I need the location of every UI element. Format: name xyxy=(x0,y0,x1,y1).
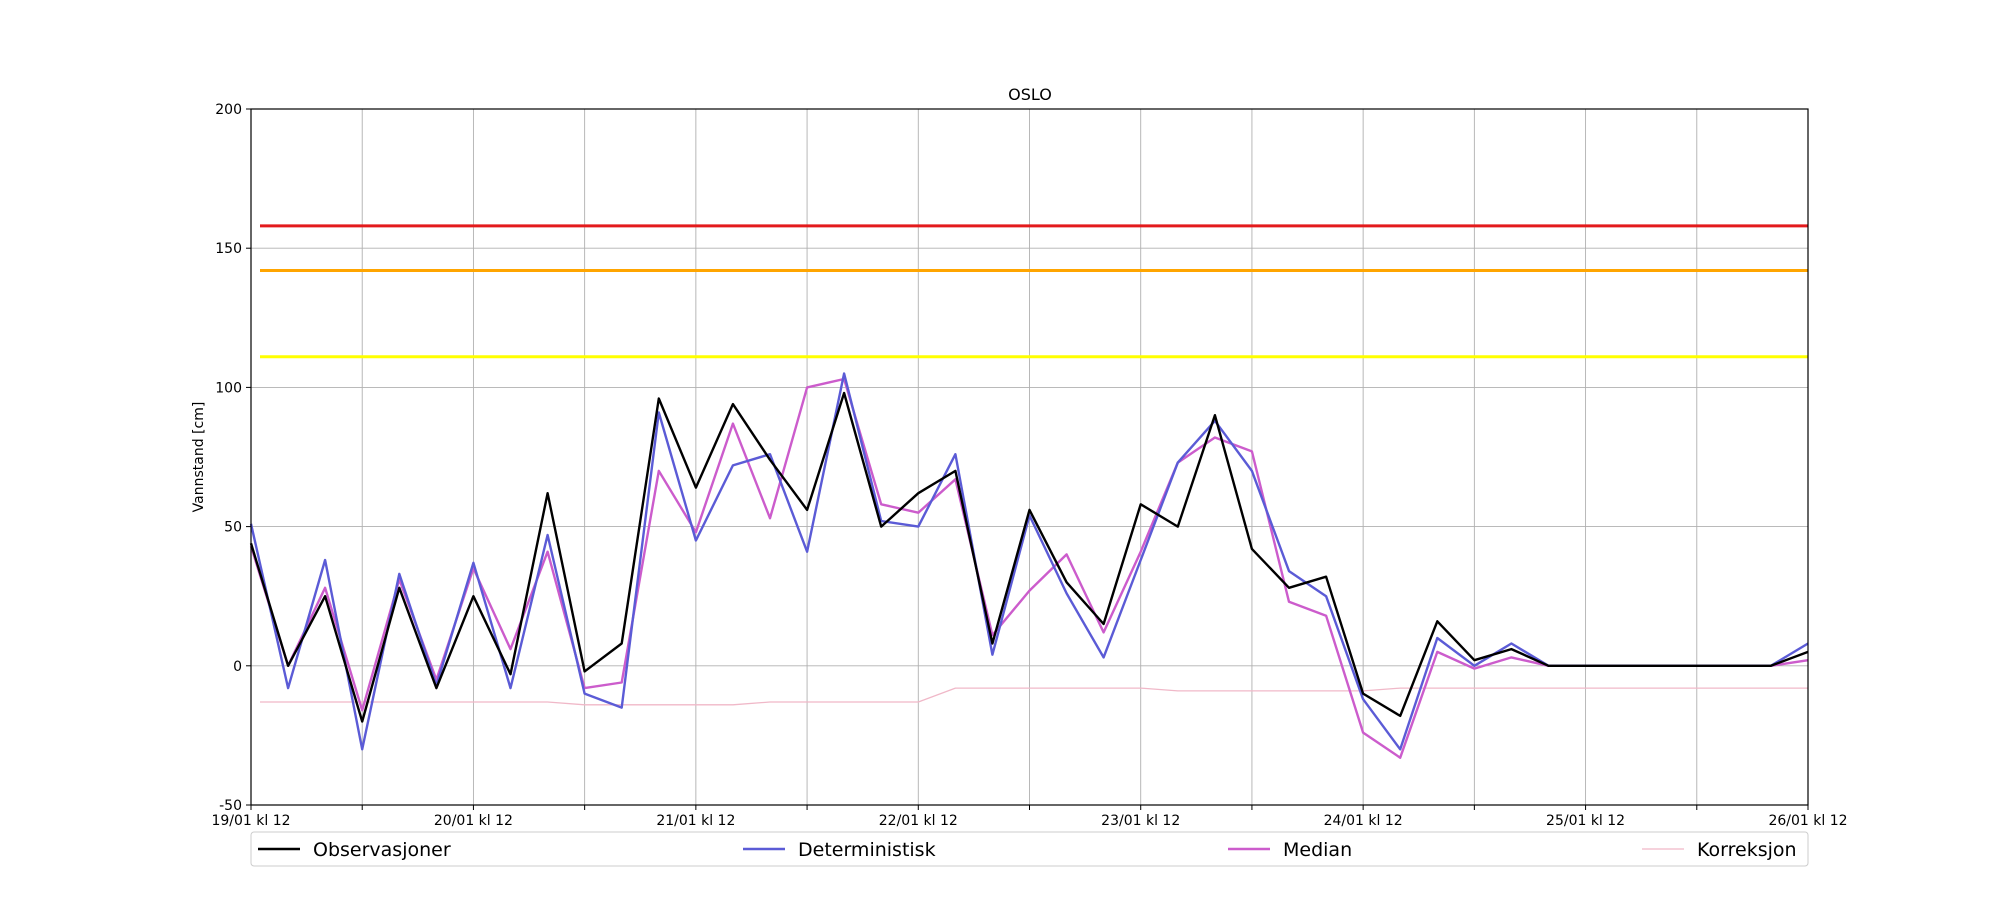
x-tick-label: 23/01 kl 12 xyxy=(1101,813,1180,829)
x-tick-label: 24/01 kl 12 xyxy=(1324,813,1403,829)
series-layer xyxy=(249,372,1809,759)
chart-title: OSLO xyxy=(1008,85,1052,104)
x-tick-label: 19/01 kl 12 xyxy=(211,813,290,829)
legend-frame xyxy=(250,831,1809,867)
y-tick-label: 0 xyxy=(233,659,242,675)
legend-entry: Median xyxy=(1283,839,1352,861)
y-tick-label: 50 xyxy=(224,520,242,536)
y-axis-label: Vannstand [cm] xyxy=(191,402,207,513)
legend-entry: Deterministisk xyxy=(798,839,936,861)
grid-layer xyxy=(251,109,1808,805)
threshold-layer xyxy=(260,224,1808,359)
series-line-korreksjon xyxy=(260,687,1808,706)
tick-layer: 19/01 kl 12 20/01 kl 12 21/01 kl 12 22/01 k… xyxy=(211,102,1847,829)
legend-entry: Korreksjon xyxy=(1697,839,1797,861)
legend: Observasjoner Deterministisk Median Korreks… xyxy=(250,831,1809,867)
y-tick-label: -50 xyxy=(219,798,242,814)
x-tick-label: 26/01 kl 12 xyxy=(1768,813,1847,829)
x-tick-label: 20/01 kl 12 xyxy=(434,813,513,829)
x-tick-label: 25/01 kl 12 xyxy=(1546,813,1625,829)
y-tick-label: 200 xyxy=(215,102,242,118)
x-tick-label: 21/01 kl 12 xyxy=(656,813,735,829)
series-line-observasjoner xyxy=(249,391,1809,723)
x-tick-label: 22/01 kl 12 xyxy=(879,813,958,829)
y-tick-label: 100 xyxy=(215,380,242,396)
legend-entry: Observasjoner xyxy=(313,839,451,861)
y-tick-label: 150 xyxy=(215,241,242,257)
